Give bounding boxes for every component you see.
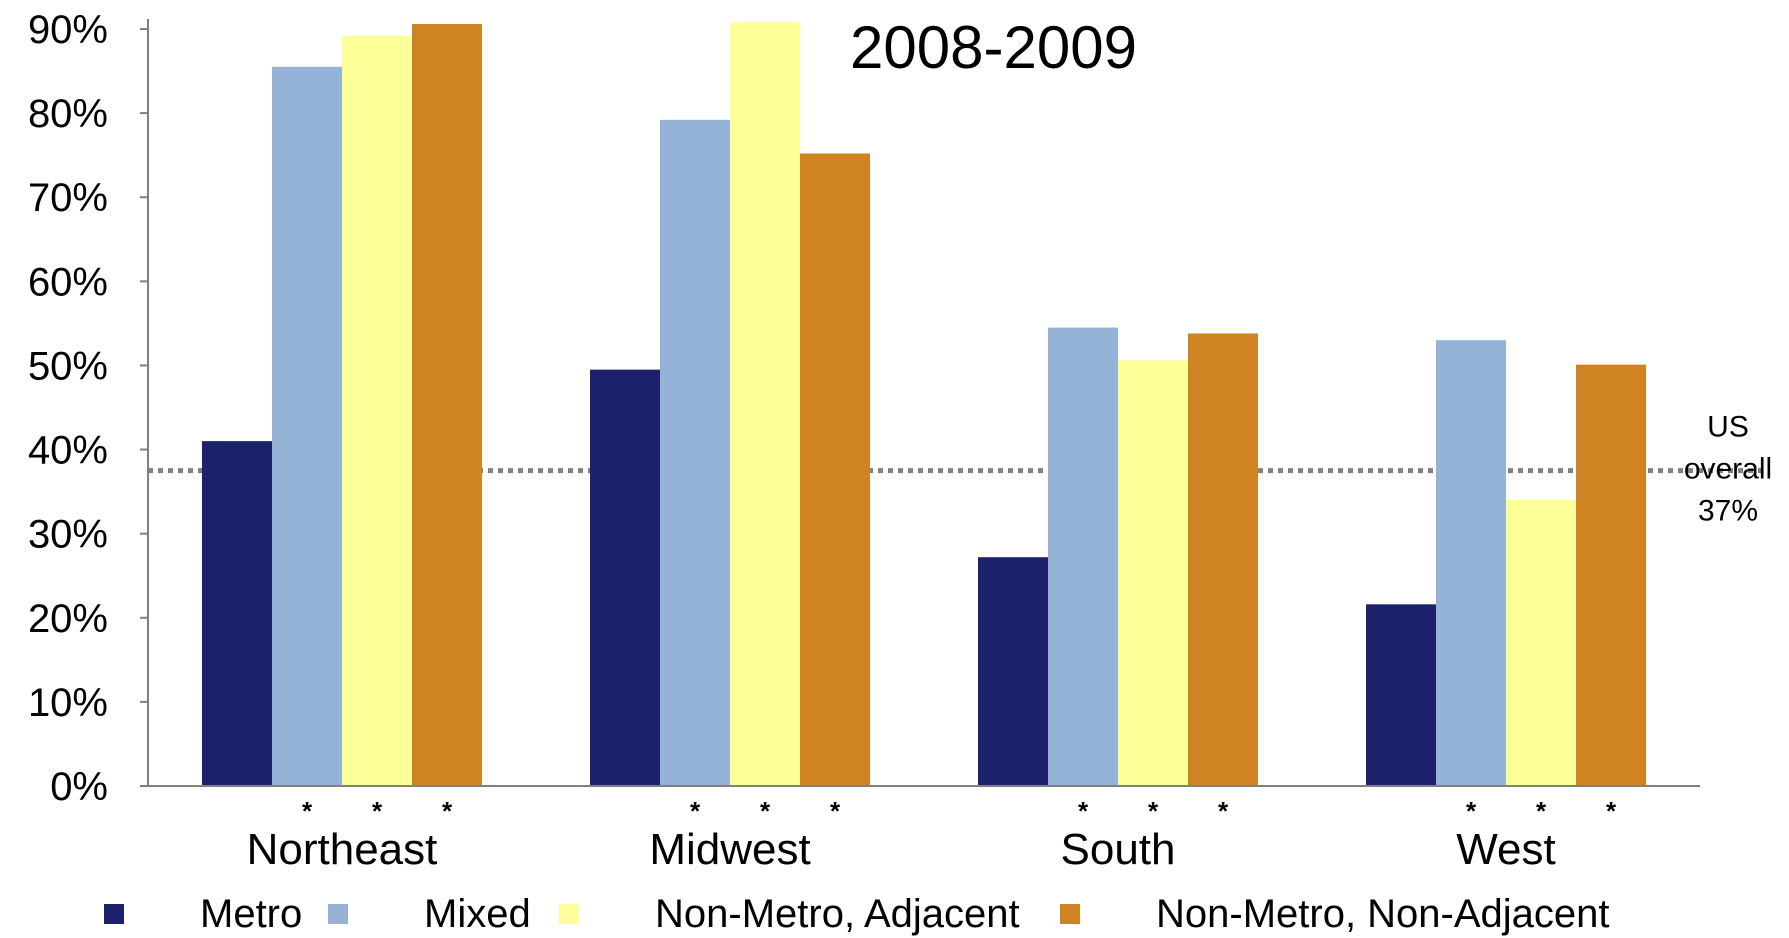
bar-non-metro-non-adjacent-northeast [412,23,482,787]
legend-item: Mixed [328,890,531,938]
bar-non-metro-adjacent-west [1506,500,1576,786]
bar-mixed-midwest [660,119,730,787]
y-tick-label: 70% [28,176,108,220]
y-tick-label: 10% [28,681,108,725]
bar-metro-northeast [202,441,272,786]
legend-label: Non-Metro, Adjacent [655,891,1020,936]
legend-label: Metro [200,891,303,936]
significance-marker: * [830,796,841,826]
bar-mixed-south [1048,327,1118,786]
reference-line-label: US overall 37% [1684,411,1772,528]
bar-metro-west [1366,604,1436,786]
significance-marker: * [302,796,313,826]
reference-line-label-line: overall [1684,453,1772,486]
y-tick-label: 90% [28,8,108,52]
bar-mixed-west [1436,340,1506,786]
bar-non-metro-non-adjacent-west [1576,364,1646,786]
bar-metro-midwest [590,369,660,786]
bar-non-metro-adjacent-midwest [730,22,800,786]
legend: Metro Mixed Non-Metro, Adjacent Non-Metro, … [0,890,1789,938]
significance-marker: * [760,796,771,826]
significance-marker: * [1078,796,1089,826]
x-category-label: Northeast [247,825,438,874]
legend-swatch [1060,904,1080,924]
bar-mixed-northeast [272,66,342,787]
significance-marker: * [1148,796,1159,826]
x-category-label: West [1456,825,1555,874]
bar-chart: 0%10%20%30%40%50%60%70%80%90%* * *Northeas… [28,8,1772,874]
bar-non-metro-non-adjacent-midwest [800,153,870,787]
legend-label: Non-Metro, Non-Adjacent [1156,891,1610,936]
x-category-label: South [1061,825,1176,874]
significance-marker: * [1536,796,1547,826]
legend-swatch [559,904,579,924]
y-tick-label: 0% [50,765,108,809]
legend-swatch [104,904,124,924]
bar-non-metro-adjacent-northeast [342,35,412,787]
legend-item: Non-Metro, Adjacent [559,890,1020,938]
bar-non-metro-non-adjacent-south [1188,333,1258,786]
y-tick-label: 60% [28,260,108,304]
chart-title: 2008-2009 [850,14,1137,81]
legend-item: Non-Metro, Non-Adjacent [1060,890,1610,938]
y-tick-label: 20% [28,597,108,641]
reference-line-label-line: 37% [1698,495,1758,528]
y-tick-label: 50% [28,344,108,388]
significance-marker: * [442,796,453,826]
significance-marker: * [372,796,383,826]
significance-marker: * [1606,796,1617,826]
y-tick-label: 80% [28,92,108,136]
significance-marker: * [1466,796,1477,826]
legend-label: Mixed [424,891,531,936]
bar-non-metro-adjacent-south [1118,360,1188,786]
significance-marker: * [690,796,701,826]
reference-line-label-line: US [1707,411,1749,444]
legend-swatch [328,904,348,924]
x-category-label: Midwest [649,825,810,874]
y-tick-label: 40% [28,429,108,473]
y-tick-label: 30% [28,513,108,557]
bar-metro-south [978,557,1048,786]
significance-marker: * [1218,796,1229,826]
legend-item: Metro [104,890,302,938]
